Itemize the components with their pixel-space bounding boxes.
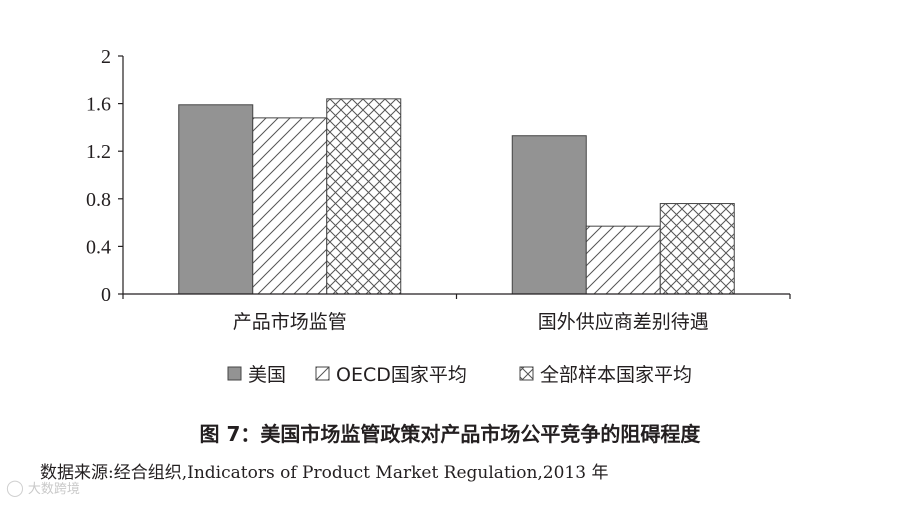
category-labels: 产品市场监管 国外供应商差别待遇: [233, 311, 709, 333]
y-tick-labels: 0 0.4 0.8 1.2 1.6 2: [86, 46, 111, 306]
bar-1-2: [252, 117, 328, 295]
legend-label-2: OECD国家平均: [336, 364, 467, 386]
bar-1-1: [178, 104, 254, 295]
logo-mark-icon: ◯: [6, 478, 24, 497]
y-tick-label: 1.2: [86, 141, 111, 163]
bar-2-2: [585, 225, 661, 295]
bar-2-1: [511, 135, 587, 295]
legend-swatch-2: [315, 366, 330, 381]
bar-1-3: [326, 98, 402, 295]
category-label: 产品市场监管: [233, 311, 347, 333]
y-tick-label: 2: [101, 46, 111, 68]
bars-layer: [178, 98, 735, 295]
y-tick-label: 0.8: [86, 189, 111, 211]
legend-swatch-1: [227, 366, 242, 381]
legend-label-1: 美国: [248, 364, 286, 386]
y-tick-label: 1.6: [86, 94, 111, 116]
category-label: 国外供应商差别待遇: [538, 311, 709, 333]
figure-caption: 图 7：美国市场监管政策对产品市场公平竞争的阻碍程度: [199, 422, 701, 446]
legend-label-3: 全部样本国家平均: [540, 364, 692, 386]
axes-layer: [118, 55, 791, 299]
watermark: ◯ 大数跨境: [6, 478, 80, 497]
y-tick-label: 0.4: [86, 236, 111, 258]
watermark-text: 大数跨境: [27, 482, 80, 497]
bar-2-3: [659, 203, 735, 295]
y-tick-label: 0: [101, 284, 111, 306]
legend: 美国 OECD国家平均 全部样本国家平均: [227, 364, 692, 386]
bar-chart: 0 0.4 0.8 1.2 1.6 2 产品市场监管 国外供应商差别待遇 美国 OECD国家平…: [86, 46, 791, 386]
legend-swatch-3: [519, 366, 534, 381]
data-source: 数据来源:经合组织,Indicators of Product Market R…: [40, 463, 609, 483]
